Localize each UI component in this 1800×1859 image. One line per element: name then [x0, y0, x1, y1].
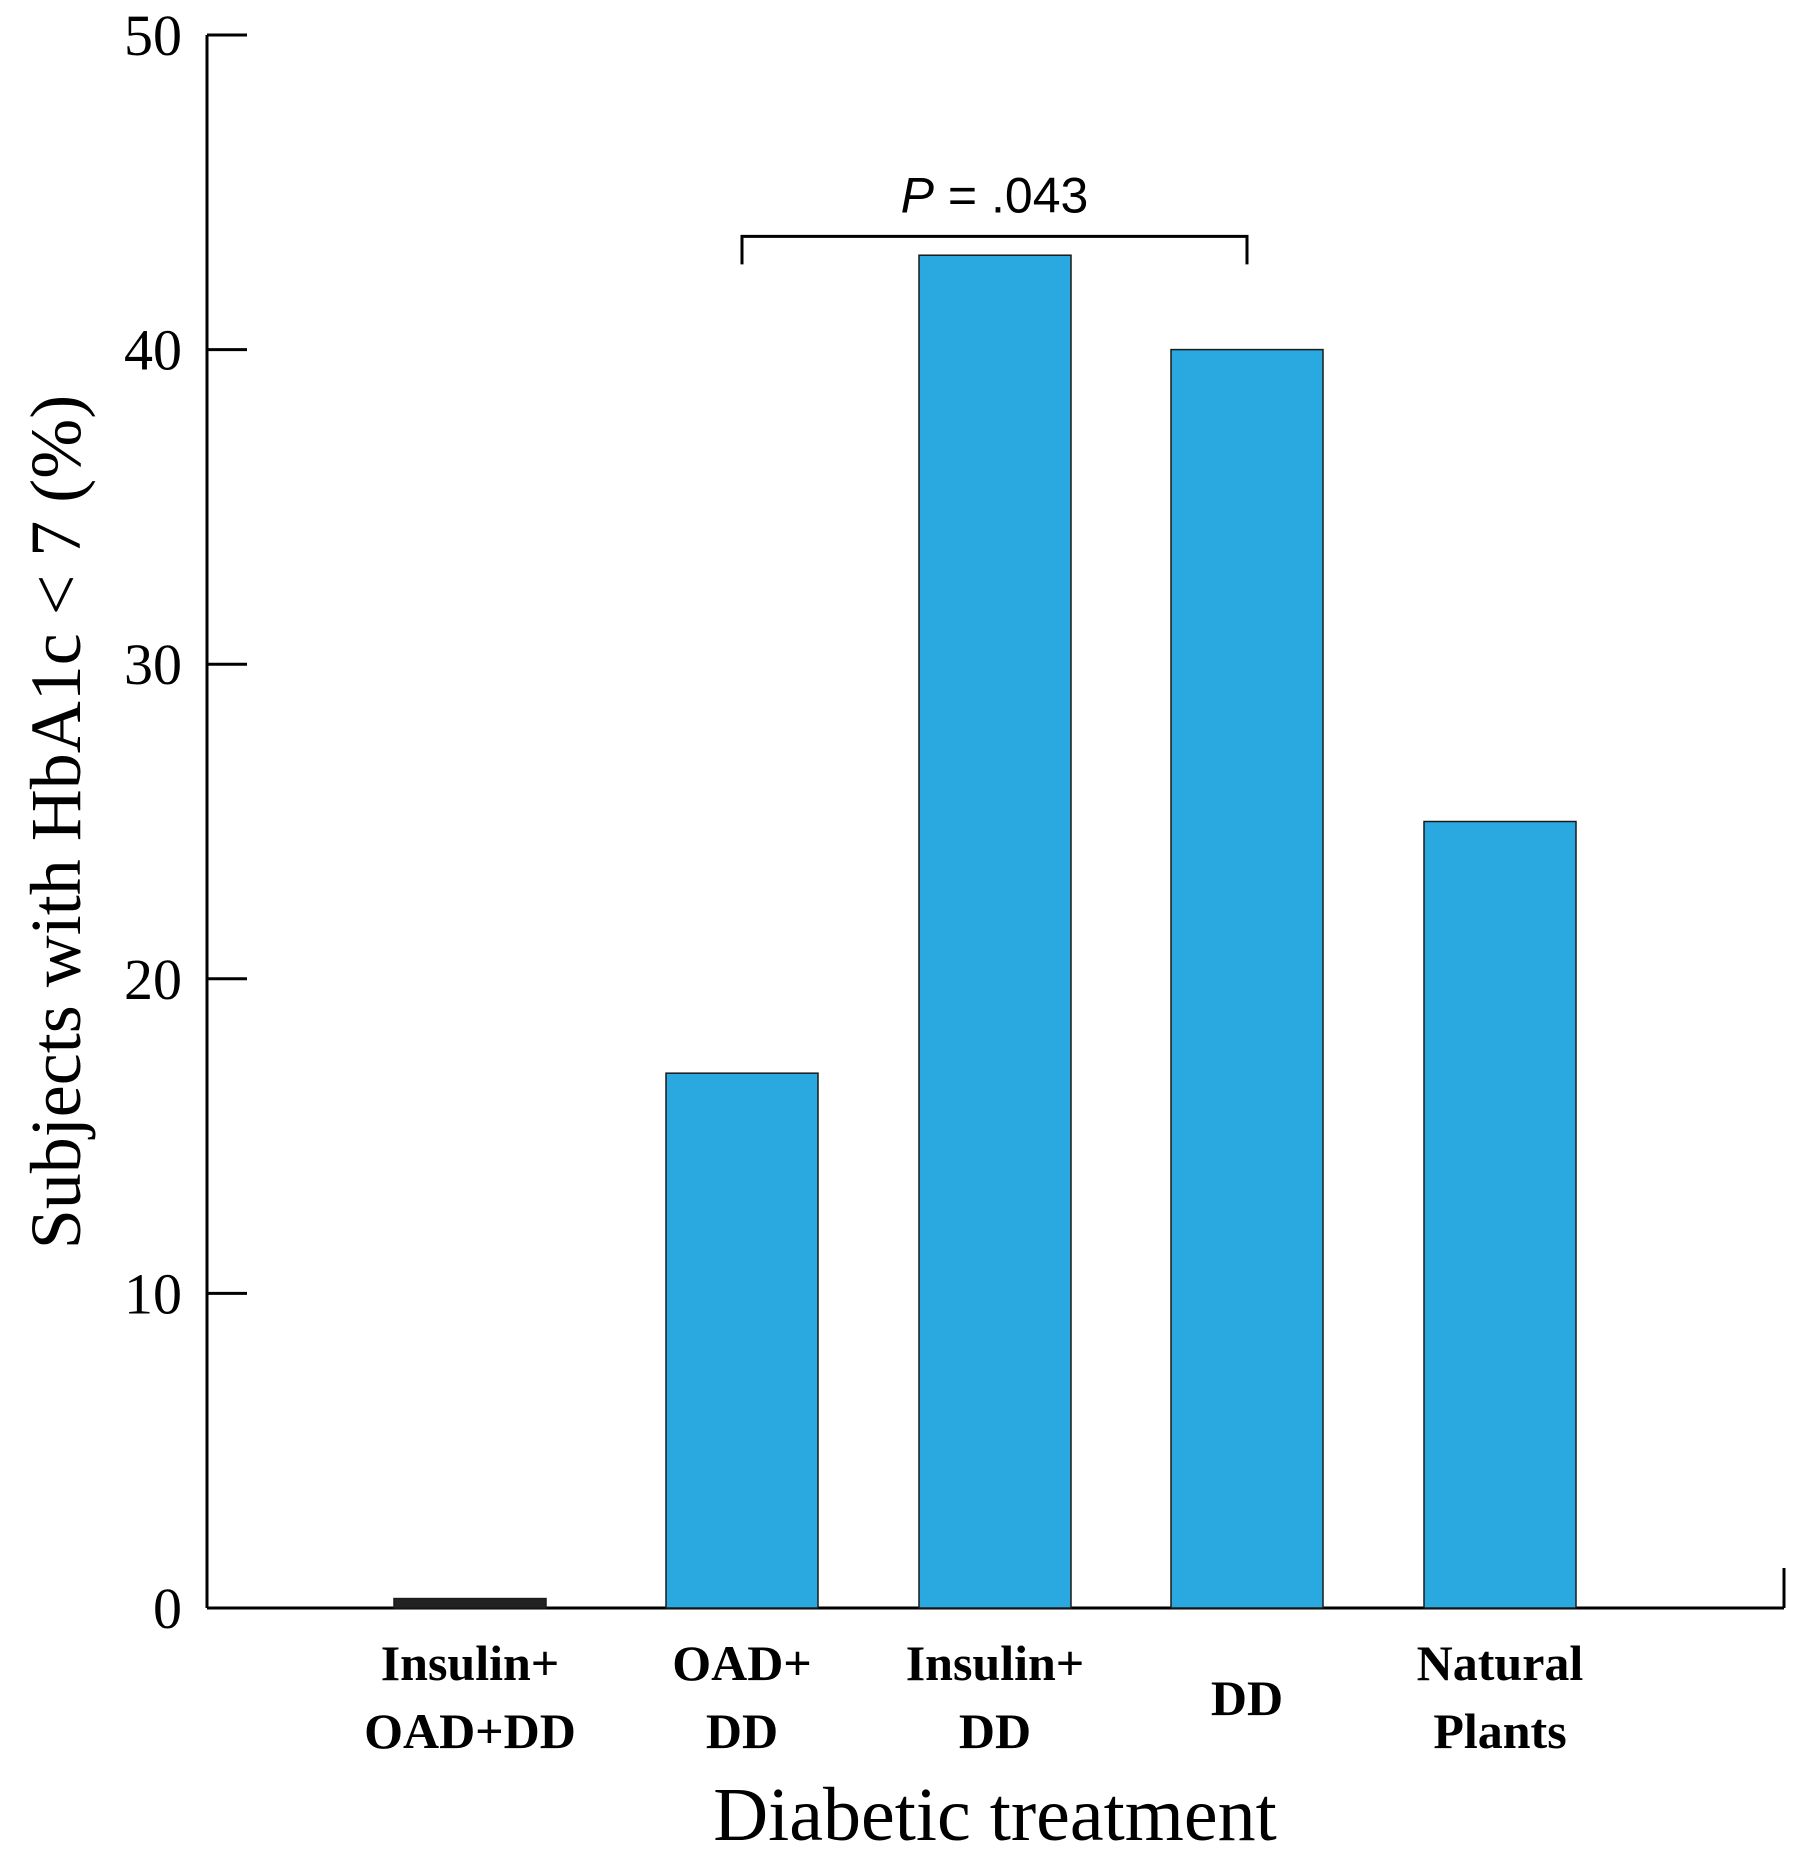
x-tick-label: Insulin+	[906, 1635, 1085, 1691]
y-ticks: 0 10 20 30 40 50	[124, 3, 247, 1641]
x-tick-label: Plants	[1433, 1703, 1566, 1759]
y-tick-label: 50	[124, 3, 182, 68]
x-tick-label: Insulin+	[381, 1635, 560, 1691]
y-tick-label: 40	[124, 318, 182, 383]
x-tick-label: OAD+DD	[364, 1703, 576, 1759]
bar	[918, 254, 1072, 1609]
x-tick-label: Natural	[1417, 1635, 1584, 1691]
x-category-labels: Insulin+OAD+DDOAD+DDInsulin+DDDDNaturalP…	[364, 1635, 1583, 1759]
x-tick-label: DD	[959, 1703, 1031, 1759]
x-tick-label: OAD+	[672, 1635, 812, 1691]
bar	[665, 1072, 819, 1609]
x-tick-label: DD	[706, 1703, 778, 1759]
p-value-text: = .043	[934, 167, 1088, 223]
significance-bracket	[740, 234, 1249, 265]
bar	[393, 1597, 547, 1609]
bar	[1170, 348, 1324, 1609]
x-axis-title: Diabetic treatment	[713, 1773, 1276, 1857]
p-value-label: P = .043	[901, 167, 1089, 223]
bars	[393, 254, 1577, 1609]
y-tick-label: 20	[124, 947, 182, 1012]
p-symbol: P	[901, 167, 935, 223]
bar	[1423, 820, 1577, 1609]
annotations: P = .043	[740, 167, 1249, 265]
y-axis-title: Subjects with HbA1c < 7 (%)	[16, 395, 96, 1249]
y-tick-label: 0	[153, 1576, 182, 1641]
x-tick-label: DD	[1211, 1670, 1283, 1726]
y-tick-label: 10	[124, 1261, 182, 1326]
y-tick-label: 30	[124, 632, 182, 697]
